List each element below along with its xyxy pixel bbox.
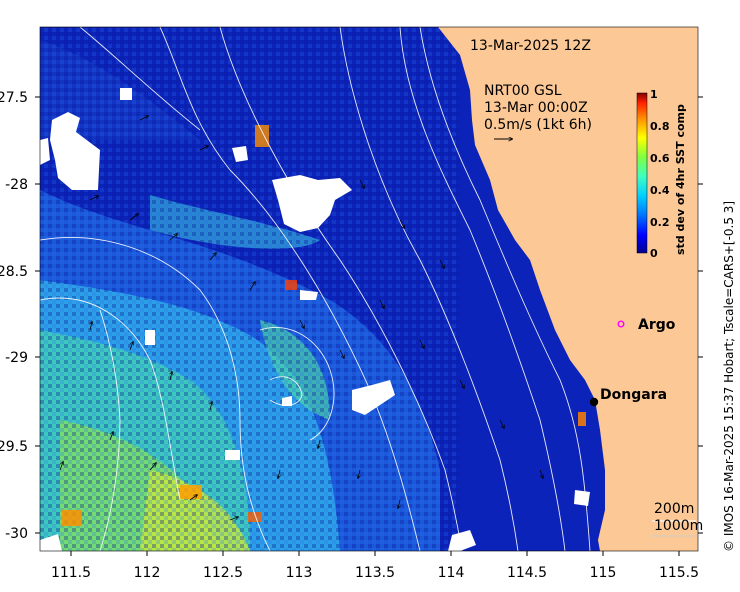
current-source-label: NRT00 GSL	[484, 83, 562, 99]
map-title: 13-Mar-2025 12Z	[470, 38, 591, 54]
map-plot-area	[40, 27, 698, 551]
lat-tick-label: -29	[5, 350, 28, 366]
lon-tick-label: 111.5	[51, 565, 91, 581]
current-scale-label: 0.5m/s (1kt 6h)	[484, 117, 592, 133]
lat-tick-label: -27.5	[0, 90, 28, 106]
lat-tick-label: -30	[5, 526, 28, 542]
credit-text: © IMOS 16-Mar-2025 15:37 Hobart; Tscale=…	[722, 201, 736, 552]
land-mass	[438, 27, 698, 551]
lon-tick-label: 113.5	[355, 565, 395, 581]
lon-tick-label: 113	[286, 565, 313, 581]
lon-tick-label: 115	[590, 565, 617, 581]
argo-float-marker	[617, 320, 625, 328]
lat-tick-label: -28.5	[0, 264, 28, 280]
latitude-axis: -27.5 -28 -28.5 -29 -29.5 -30	[0, 90, 703, 542]
longitude-axis: 111.5 112 112.5 113 113.5 114 114.5 115 …	[51, 551, 699, 581]
current-time-label: 13-Mar 00:00Z	[484, 100, 588, 116]
cloud-mask	[40, 88, 590, 551]
colorbar-label: std dev of 4hr SST comp	[674, 104, 687, 255]
colorbar-tick: 0	[650, 247, 658, 260]
current-vectors	[59, 116, 543, 521]
dongara-town-marker	[589, 397, 599, 407]
bathymetry-legend-200m-label: 200m	[654, 501, 694, 517]
bathymetry-contours	[40, 27, 591, 551]
colorbar-gradient	[636, 92, 648, 254]
colorbar-tick: 0.4	[650, 184, 670, 197]
argo-label: Argo	[638, 317, 676, 333]
dongara-label: Dongara	[600, 387, 667, 403]
lat-tick-label: -29.5	[0, 439, 28, 455]
bathymetry-legend-1000m-label: 1000m	[654, 518, 703, 534]
lon-tick-label: 112.5	[203, 565, 243, 581]
lon-tick-label: 112	[134, 565, 161, 581]
lat-tick-label: -28	[5, 177, 28, 193]
colorbar-tick: 1	[650, 88, 658, 101]
lon-tick-label: 115.5	[659, 565, 699, 581]
colorbar-tick-labels: 1 0.8 0.6 0.4 0.2 0	[650, 88, 670, 260]
plot-frame	[39, 26, 699, 552]
colorbar-tick: 0.6	[650, 152, 670, 165]
lon-tick-label: 114	[438, 565, 465, 581]
colorbar: 1 0.8 0.6 0.4 0.2 0 std dev of 4hr SST c…	[636, 88, 687, 260]
lon-tick-label: 114.5	[507, 565, 547, 581]
colorbar-tick: 0.8	[650, 120, 670, 133]
colorbar-tick: 0.2	[650, 216, 670, 229]
